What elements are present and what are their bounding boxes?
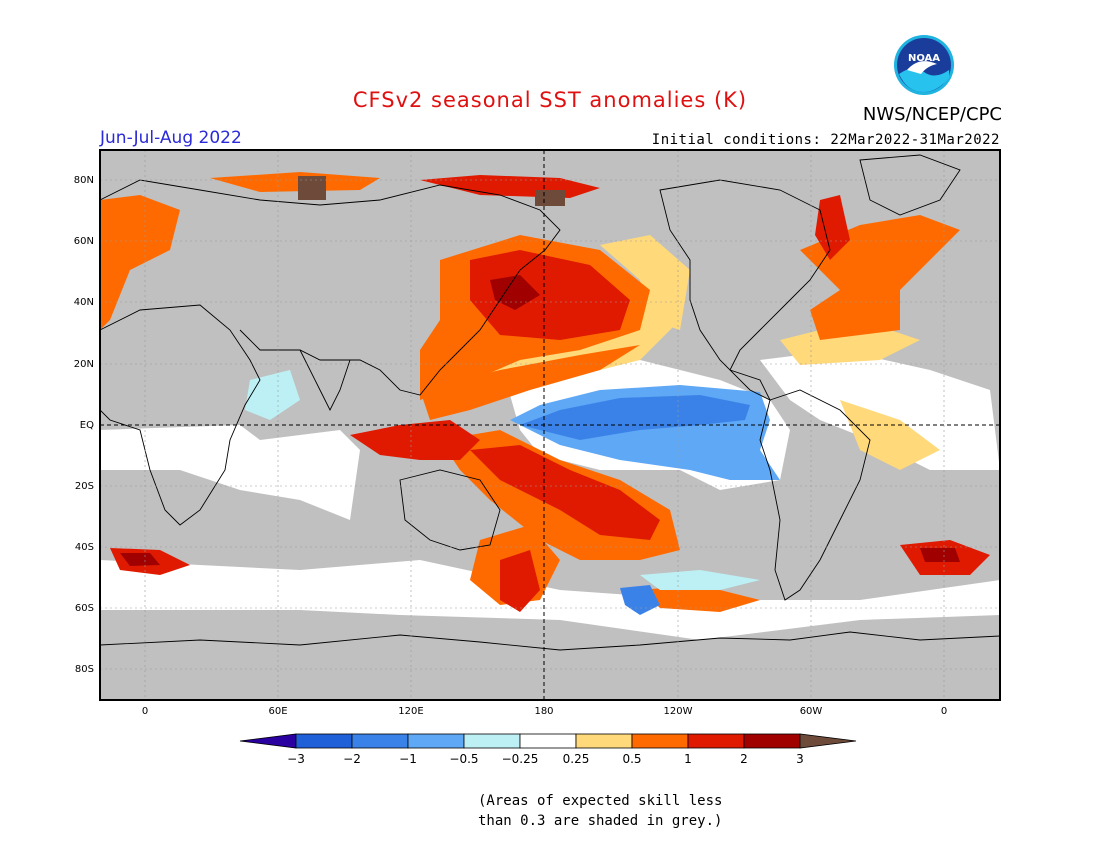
gridlines <box>100 150 1000 700</box>
lon-label: 180 <box>534 706 553 717</box>
season-label: Jun-Jul-Aug 2022 <box>100 128 242 148</box>
anomaly-strong-warm-indonesia <box>350 420 480 460</box>
lat-label: 80S <box>75 664 94 675</box>
anomaly-cool-s-ocean <box>620 585 660 615</box>
lat-label: 40N <box>74 297 94 308</box>
initial-conditions-label: Initial conditions: 22Mar2022-31Mar2022 <box>651 132 1000 148</box>
anomaly-neutral-south <box>100 560 1000 640</box>
anomaly-warm-arctic-left <box>210 172 380 192</box>
anomaly-neutral-atlantic <box>760 350 1000 470</box>
skill-note: (Areas of expected skill less than 0.3 a… <box>478 791 722 831</box>
agency-label: NWS/NCEP/CPC <box>862 104 1002 125</box>
colorbar-segment <box>519 733 577 749</box>
anomaly-very-warm-s-indian-core <box>120 553 160 566</box>
colorbar-segment <box>575 733 633 749</box>
lon-label: 120E <box>398 706 423 717</box>
anomaly-extreme-warm-arctic-1 <box>298 176 326 200</box>
colorbar-segment <box>743 733 801 749</box>
colorbar-segment <box>463 733 521 749</box>
anomaly-moderate-cool-eq-pacific <box>520 395 750 440</box>
skill-note-line-1: (Areas of expected skill less <box>478 793 723 809</box>
anomaly-very-warm-s-atlantic-core <box>920 548 960 562</box>
colorbar-tick-label: −1 <box>399 752 417 766</box>
anomaly-strong-warm-s-pacific <box>470 445 660 540</box>
colorbar-tick-label: 2 <box>740 752 748 766</box>
anomaly-slight-cool-s-ocean <box>640 570 760 590</box>
lat-label: 20S <box>75 481 94 492</box>
colorbar-segment <box>351 733 409 749</box>
lat-label: 40S <box>75 542 94 553</box>
longitude-labels: 0 60E 120E 180 120W 60W 0 <box>142 706 947 717</box>
lon-label: 60E <box>268 706 287 717</box>
colorbar-min-arrow <box>239 733 297 749</box>
lat-label: 60N <box>74 236 94 247</box>
colorbar-tick-label: −2 <box>343 752 361 766</box>
colorbar-segment <box>687 733 745 749</box>
map-frame <box>99 149 1001 701</box>
lon-label: 60W <box>800 706 823 717</box>
latitude-labels: 80N 60N 40N 20N EQ 20S 40S 60S 80S <box>74 175 94 675</box>
lon-label: 0 <box>142 706 148 717</box>
anomaly-strong-warm-n-atlantic-core <box>815 195 850 260</box>
lat-label: EQ <box>80 420 94 431</box>
anomaly-strong-warm-tasman <box>500 550 540 612</box>
lat-label: 20N <box>74 359 94 370</box>
colorbar-max-arrow <box>799 733 857 749</box>
colorbar-segment <box>631 733 689 749</box>
colorbar-segment <box>295 733 353 749</box>
colorbar-tick-label: −3 <box>287 752 305 766</box>
lon-label: 120W <box>664 706 693 717</box>
anomaly-strong-warm-kuroshio <box>470 250 630 340</box>
lat-label: 80N <box>74 175 94 186</box>
anomaly-neutral-tropics <box>100 425 360 520</box>
skill-note-line-2: than 0.3 are shaded in grey.) <box>478 813 723 829</box>
colorbar-tick-label: −0.5 <box>449 752 478 766</box>
colorbar: −3 −2 −1 −0.5 −0.25 0.25 0.5 1 2 3 <box>239 733 857 766</box>
anomaly-slight-warm-n-pacific <box>600 235 690 330</box>
noaa-logo: NOAA <box>894 35 954 95</box>
anomaly-warm-s-ocean-east <box>640 585 760 612</box>
lon-label: 0 <box>941 706 947 717</box>
colorbar-tick-label: −0.25 <box>502 752 539 766</box>
anomaly-slight-warm-s-atlantic <box>840 400 940 470</box>
anomaly-very-warm-kuroshio-core <box>490 275 540 310</box>
anomaly-warm-europe <box>100 195 180 330</box>
map-title: CFSv2 seasonal SST anomalies (K) <box>352 88 748 112</box>
colorbar-tick-label: 3 <box>796 752 804 766</box>
colorbar-tick-label: 0.5 <box>622 752 641 766</box>
colorbar-tick-label: 1 <box>684 752 692 766</box>
anomaly-extreme-warm-arctic-2 <box>535 190 565 206</box>
colorbar-segment <box>407 733 465 749</box>
colorbar-tick-label: 0.25 <box>563 752 590 766</box>
lat-label: 60S <box>75 603 94 614</box>
logo-text: NOAA <box>908 53 940 64</box>
